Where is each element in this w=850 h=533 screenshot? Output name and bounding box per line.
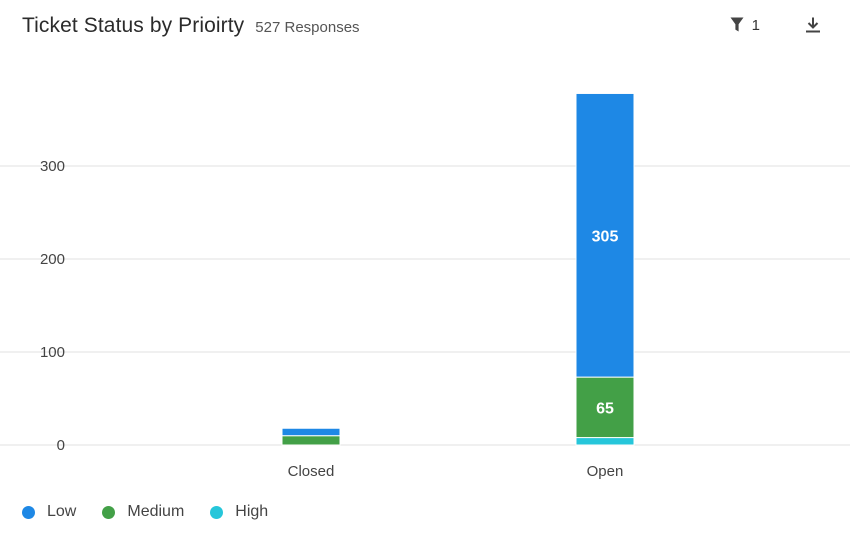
widget-toolbar: 1 <box>730 16 822 34</box>
bar-open-medium[interactable] <box>575 376 635 439</box>
chart-legend: Low Medium High <box>22 503 294 521</box>
download-icon <box>806 17 820 33</box>
grid-lines <box>0 165 850 446</box>
bar-closed-low[interactable] <box>281 427 341 437</box>
download-button[interactable] <box>804 16 822 34</box>
response-count: 527 Responses <box>255 19 360 36</box>
legend-dot-icon <box>210 505 224 519</box>
bar-labels: 65 305 <box>592 228 619 417</box>
filter-count: 1 <box>751 16 760 34</box>
y-tick-label: 0 <box>57 437 65 454</box>
y-tick-label: 100 <box>40 344 65 361</box>
y-tick-label: 300 <box>40 158 65 175</box>
bar-closed-medium[interactable] <box>281 435 341 446</box>
data-label: 305 <box>592 228 619 245</box>
bars <box>281 92 635 446</box>
data-label: 65 <box>596 400 614 417</box>
chart-title: Ticket Status by Prioirty <box>22 14 245 37</box>
x-tick-label-open: Open <box>587 463 624 480</box>
legend-dot-icon <box>102 505 116 519</box>
bar-open-low[interactable] <box>575 92 635 378</box>
filter-icon <box>730 17 744 32</box>
legend-label: Low <box>47 503 77 520</box>
legend-item-high[interactable]: High <box>210 503 268 521</box>
legend-item-low[interactable]: Low <box>22 503 76 521</box>
legend-label: High <box>235 503 269 520</box>
legend-dot-icon <box>22 505 35 519</box>
legend-item-medium[interactable]: Medium <box>102 503 184 521</box>
y-tick-label: 200 <box>40 251 65 268</box>
widget-header: Ticket Status by Prioirty 527 Responses <box>22 14 360 46</box>
x-tick-label-closed: Closed <box>288 463 335 480</box>
bar-open-high[interactable] <box>575 437 635 446</box>
y-axis-ticks: 0 100 200 300 <box>40 158 65 454</box>
legend-label: Medium <box>127 503 185 520</box>
x-axis-labels: Closed Open <box>288 463 624 480</box>
filter-button[interactable]: 1 <box>730 17 760 34</box>
